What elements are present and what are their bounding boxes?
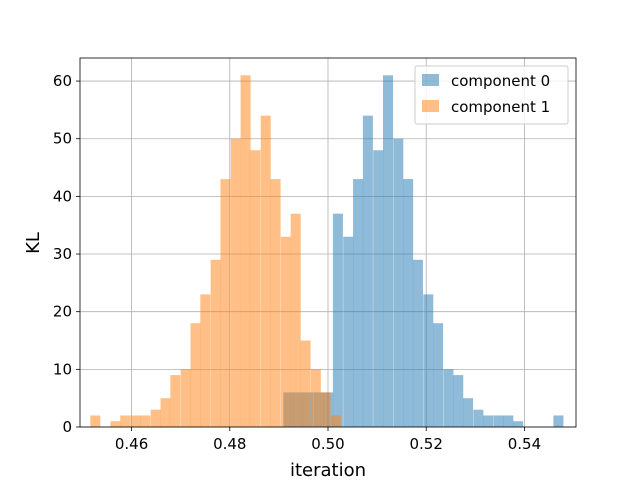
histogram-bar xyxy=(300,340,311,427)
x-tick-label: 0.46 xyxy=(115,435,148,453)
histogram-bar xyxy=(270,179,281,427)
series-component-1 xyxy=(90,75,341,427)
histogram-bar xyxy=(220,179,231,427)
histogram-bar xyxy=(170,375,181,427)
histogram-bar xyxy=(412,259,423,427)
histogram-bar xyxy=(330,415,341,427)
legend-swatch-component-1 xyxy=(422,100,439,112)
histogram-bar xyxy=(110,421,121,427)
y-axis-label: KL xyxy=(23,232,44,254)
histogram-bar xyxy=(362,115,373,427)
y-tick-label: 50 xyxy=(53,130,72,148)
y-tick-label: 40 xyxy=(53,187,72,205)
histogram-bar xyxy=(473,409,484,427)
y-tick-label: 10 xyxy=(53,360,72,378)
x-tick-label: 0.48 xyxy=(213,435,246,453)
histogram-bar xyxy=(160,398,171,427)
y-axis-ticks: 0 10 20 30 40 50 60 xyxy=(53,72,80,436)
x-axis-ticks: 0.46 0.48 0.50 0.52 0.54 xyxy=(115,427,541,453)
y-tick-label: 60 xyxy=(53,72,72,90)
histogram-bar xyxy=(403,179,414,427)
x-tick-label: 0.54 xyxy=(508,435,541,453)
histogram-bar xyxy=(343,236,354,427)
histogram-bar xyxy=(353,179,364,427)
histogram-bar xyxy=(180,369,191,427)
x-tick-label: 0.52 xyxy=(410,435,443,453)
y-tick-label: 30 xyxy=(53,245,72,263)
histogram-bars xyxy=(90,75,564,427)
histogram-bar xyxy=(443,369,454,427)
histogram-bar xyxy=(290,213,301,427)
histogram-bar xyxy=(383,75,394,427)
histogram-bar xyxy=(463,398,474,427)
histogram-bar xyxy=(493,415,504,427)
histogram-bar xyxy=(120,415,131,427)
histogram-bar xyxy=(140,415,151,427)
histogram-bar xyxy=(373,150,384,427)
legend-swatch-component-0 xyxy=(422,74,439,86)
histogram-bar xyxy=(423,294,434,427)
legend-label-component-0: component 0 xyxy=(451,72,550,90)
histogram-bar xyxy=(433,323,444,427)
histogram-bar xyxy=(250,150,261,427)
x-tick-label: 0.50 xyxy=(311,435,344,453)
histogram-bar xyxy=(190,323,201,427)
legend-label-component-1: component 1 xyxy=(451,98,550,116)
legend: component 0 component 1 xyxy=(414,65,569,125)
histogram-bar xyxy=(130,415,141,427)
y-tick-label: 0 xyxy=(62,418,72,436)
histogram-bar xyxy=(553,415,564,427)
histogram-bar xyxy=(280,236,291,427)
histogram-bar xyxy=(150,409,161,427)
histogram-bar xyxy=(310,369,321,427)
histogram-bar xyxy=(332,213,343,427)
histogram-bar xyxy=(260,115,271,427)
histogram-bar xyxy=(503,415,514,427)
histogram-bar xyxy=(320,392,331,427)
histogram-bar xyxy=(200,294,211,427)
x-axis-label: iteration xyxy=(290,460,366,480)
histogram-bar xyxy=(513,421,524,427)
y-tick-label: 20 xyxy=(53,303,72,321)
legend-box xyxy=(414,65,569,125)
histogram-bar xyxy=(483,415,494,427)
histogram-bar xyxy=(393,138,404,427)
histogram-bar xyxy=(230,138,241,427)
histogram-bar xyxy=(90,415,101,427)
histogram-bar xyxy=(210,259,221,427)
histogram-bar xyxy=(240,75,251,427)
histogram-bar xyxy=(453,375,464,427)
